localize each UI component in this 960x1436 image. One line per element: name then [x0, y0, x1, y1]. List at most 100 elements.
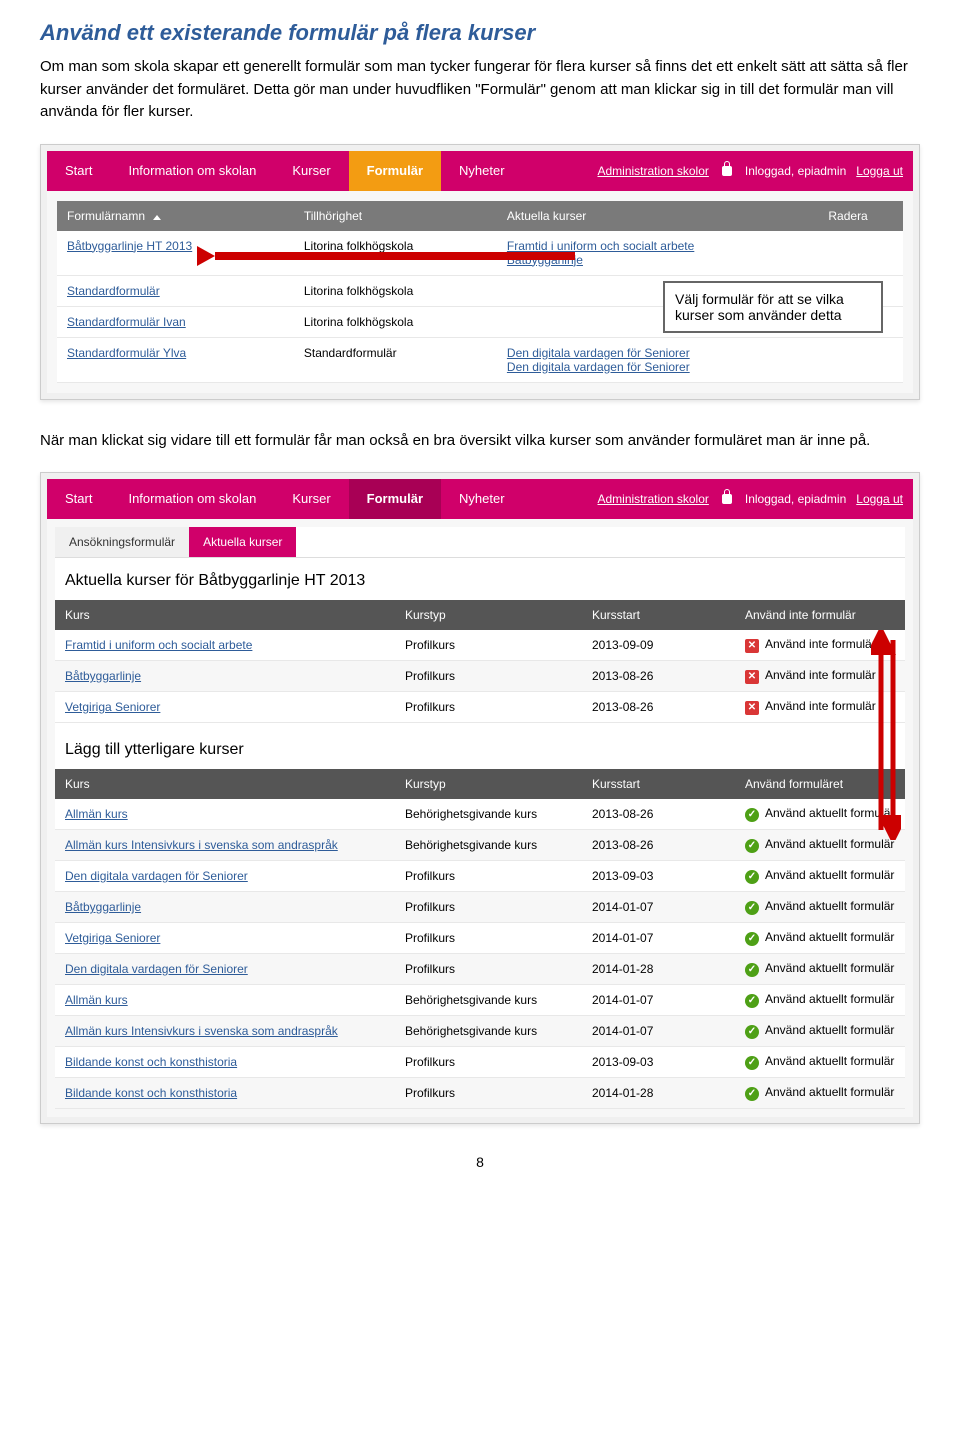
form-name-link[interactable]: Standardformulär	[67, 284, 160, 298]
kursstart-cell: 2013-09-09	[582, 630, 735, 661]
course-name-link[interactable]: Allmän kurs Intensivkurs i svenska som a…	[65, 1024, 338, 1038]
navbar: Start Information om skolan Kurser Formu…	[47, 151, 913, 191]
add-action-label[interactable]: Använd aktuellt formulär	[765, 930, 894, 944]
nav2-admin[interactable]: Administration skolor	[597, 492, 708, 506]
add-check-icon[interactable]: ✓	[745, 1056, 759, 1070]
tillhorighet-cell: Litorina folkhögskola	[294, 306, 497, 337]
add-action-label[interactable]: Använd aktuellt formulär	[765, 868, 894, 882]
tabs: Ansökningsformulär Aktuella kurser	[55, 527, 905, 558]
kursstart-cell: 2013-08-26	[582, 830, 735, 861]
form-name-link[interactable]: Båtbyggarlinje HT 2013	[67, 239, 192, 253]
nav2-info[interactable]: Information om skolan	[110, 479, 274, 519]
add-action-label[interactable]: Använd aktuellt formulär	[765, 992, 894, 1006]
nav-logout[interactable]: Logga ut	[856, 164, 903, 178]
course-name-link[interactable]: Den digitala vardagen för Seniorer	[65, 962, 248, 976]
remove-x-icon[interactable]: ✕	[745, 639, 759, 653]
radera-cell	[818, 337, 903, 382]
tab-aktuella-kurser[interactable]: Aktuella kurser	[189, 527, 296, 557]
add-courses-table: Kurs Kurstyp Kursstart Använd formuläret…	[55, 769, 905, 1109]
form-name-link[interactable]: Standardformulär Ylva	[67, 346, 186, 360]
remove-action-label[interactable]: Använd inte formulär	[765, 668, 876, 682]
nav2-start[interactable]: Start	[47, 479, 110, 519]
col-radera[interactable]: Radera	[818, 201, 903, 231]
nav2-kurser[interactable]: Kurser	[274, 479, 348, 519]
nav2-formular[interactable]: Formulär	[349, 479, 441, 519]
course-link[interactable]: Den digitala vardagen för Seniorer	[507, 346, 808, 360]
remove-action-label[interactable]: Använd inte formulär	[765, 637, 876, 651]
add-check-icon[interactable]: ✓	[745, 808, 759, 822]
course-link[interactable]: Den digitala vardagen för Seniorer	[507, 360, 808, 374]
nav-formular[interactable]: Formulär	[349, 151, 441, 191]
radera-cell	[818, 231, 903, 276]
course-name-link[interactable]: Den digitala vardagen för Seniorer	[65, 869, 248, 883]
th-kursstart[interactable]: Kursstart	[582, 600, 735, 630]
section-title-1: Aktuella kurser för Båtbyggarlinje HT 20…	[55, 558, 905, 600]
th2-kurs[interactable]: Kurs	[55, 769, 395, 799]
nav-admin[interactable]: Administration skolor	[597, 164, 708, 178]
add-action-label[interactable]: Använd aktuellt formulär	[765, 1023, 894, 1037]
callout-tooltip: Välj formulär för att se vilka kurser so…	[663, 281, 883, 333]
course-name-link[interactable]: Allmän kurs	[65, 807, 128, 821]
screenshot-2: Start Information om skolan Kurser Formu…	[40, 472, 920, 1124]
nav-info[interactable]: Information om skolan	[110, 151, 274, 191]
remove-x-icon[interactable]: ✕	[745, 670, 759, 684]
remove-action-label[interactable]: Använd inte formulär	[765, 699, 876, 713]
table-row: Vetgiriga SeniorerProfilkurs2014-01-07✓A…	[55, 923, 905, 954]
nav-inloggad: Inloggad, epiadmin	[745, 164, 846, 178]
kurstyp-cell: Profilkurs	[395, 630, 582, 661]
th-kurs[interactable]: Kurs	[55, 600, 395, 630]
add-check-icon[interactable]: ✓	[745, 839, 759, 853]
course-name-link[interactable]: Framtid i uniform och socialt arbete	[65, 638, 252, 652]
th-anvand-inte[interactable]: Använd inte formulär	[735, 600, 905, 630]
course-name-link[interactable]: Båtbyggarlinje	[65, 669, 141, 683]
remove-x-icon[interactable]: ✕	[745, 701, 759, 715]
add-check-icon[interactable]: ✓	[745, 901, 759, 915]
course-name-link[interactable]: Båtbyggarlinje	[65, 900, 141, 914]
aktuella-cell: Den digitala vardagen för SeniorerDen di…	[497, 337, 818, 382]
screenshot-1: Start Information om skolan Kurser Formu…	[40, 144, 920, 400]
course-name-link[interactable]: Allmän kurs Intensivkurs i svenska som a…	[65, 838, 338, 852]
nav2-nyheter[interactable]: Nyheter	[441, 479, 523, 519]
lock-icon	[722, 166, 732, 176]
th2-kursstart[interactable]: Kursstart	[582, 769, 735, 799]
th-kurstyp[interactable]: Kurstyp	[395, 600, 582, 630]
course-name-link[interactable]: Vetgiriga Seniorer	[65, 931, 160, 945]
add-action-label[interactable]: Använd aktuellt formulär	[765, 961, 894, 975]
intro-paragraph: Om man som skola skapar ett generellt fo…	[40, 56, 920, 124]
course-name-link[interactable]: Bildande konst och konsthistoria	[65, 1055, 237, 1069]
th2-kurstyp[interactable]: Kurstyp	[395, 769, 582, 799]
add-check-icon[interactable]: ✓	[745, 963, 759, 977]
col-aktuella[interactable]: Aktuella kurser	[497, 201, 818, 231]
nav-nyheter[interactable]: Nyheter	[441, 151, 523, 191]
course-name-link[interactable]: Allmän kurs	[65, 993, 128, 1007]
add-check-icon[interactable]: ✓	[745, 994, 759, 1008]
add-action-label[interactable]: Använd aktuellt formulär	[765, 1085, 894, 1099]
add-action-label[interactable]: Använd aktuellt formulär	[765, 899, 894, 913]
page-heading: Använd ett existerande formulär på flera…	[40, 20, 920, 46]
add-action-label[interactable]: Använd aktuellt formulär	[765, 1054, 894, 1068]
kursstart-cell: 2013-08-26	[582, 661, 735, 692]
col-tillhorighet[interactable]: Tillhörighet	[294, 201, 497, 231]
kursstart-cell: 2013-09-03	[582, 861, 735, 892]
table-row: Den digitala vardagen för SeniorerProfil…	[55, 861, 905, 892]
col-formularnamn[interactable]: Formulärnamn	[67, 209, 145, 223]
add-check-icon[interactable]: ✓	[745, 1025, 759, 1039]
add-check-icon[interactable]: ✓	[745, 1087, 759, 1101]
tab-ansokningsformular[interactable]: Ansökningsformulär	[55, 527, 189, 557]
kursstart-cell: 2014-01-07	[582, 1016, 735, 1047]
table-row: Framtid i uniform och socialt arbete Prof…	[55, 630, 905, 661]
nav-start[interactable]: Start	[47, 151, 110, 191]
kurstyp-cell: Profilkurs	[395, 661, 582, 692]
swap-arrows-icon	[871, 630, 901, 840]
course-name-link[interactable]: Vetgiriga Seniorer	[65, 700, 160, 714]
kursstart-cell: 2014-01-28	[582, 954, 735, 985]
add-check-icon[interactable]: ✓	[745, 932, 759, 946]
course-name-link[interactable]: Bildande konst och konsthistoria	[65, 1086, 237, 1100]
nav2-logout[interactable]: Logga ut	[856, 492, 903, 506]
kursstart-cell: 2013-09-03	[582, 1047, 735, 1078]
nav-kurser[interactable]: Kurser	[274, 151, 348, 191]
add-check-icon[interactable]: ✓	[745, 870, 759, 884]
form-name-link[interactable]: Standardformulär Ivan	[67, 315, 186, 329]
kurstyp-cell: Behörighetsgivande kurs	[395, 985, 582, 1016]
section-title-2: Lägg till ytterligare kurser	[55, 723, 905, 769]
